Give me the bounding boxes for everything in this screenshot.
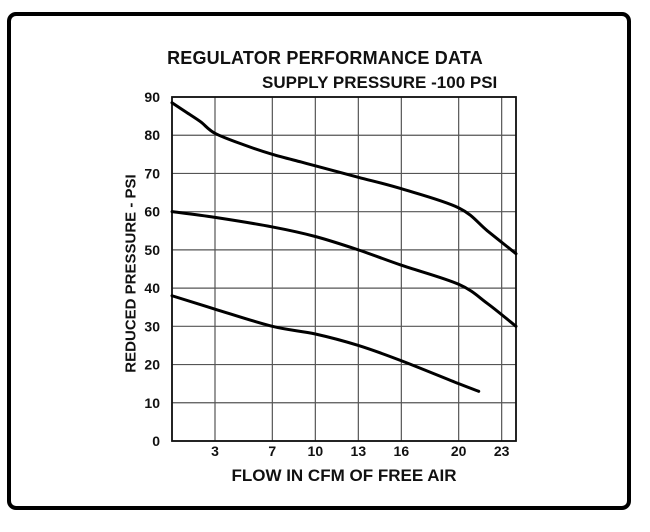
y-tick-label: 10 bbox=[144, 395, 160, 411]
x-tick-label: 16 bbox=[394, 443, 410, 459]
x-tick-label: 13 bbox=[351, 443, 367, 459]
y-tick-label: 0 bbox=[152, 433, 160, 449]
x-tick-label: 10 bbox=[308, 443, 324, 459]
y-tick-label: 60 bbox=[144, 204, 160, 220]
y-tick-label: 80 bbox=[144, 127, 160, 143]
y-tick-label: 70 bbox=[144, 165, 160, 181]
chart-subtitle: SUPPLY PRESSURE -100 PSI bbox=[262, 73, 498, 92]
plot-border bbox=[171, 96, 517, 442]
x-axis-label: FLOW IN CFM OF FREE AIR bbox=[231, 466, 457, 485]
x-tick-label: 3 bbox=[211, 443, 219, 459]
x-tick-label: 7 bbox=[268, 443, 276, 459]
y-tick-label: 20 bbox=[144, 357, 160, 373]
y-tick-label: 90 bbox=[144, 89, 160, 105]
y-tick-label: 50 bbox=[144, 242, 160, 258]
series-line-2 bbox=[170, 210, 518, 328]
y-tick-label: 30 bbox=[144, 318, 160, 334]
chart-frame bbox=[7, 12, 631, 510]
series-line-3 bbox=[170, 294, 481, 393]
y-tick-label: 40 bbox=[144, 280, 160, 296]
chart-title: REGULATOR PERFORMANCE DATA bbox=[167, 48, 483, 68]
x-tick-label: 20 bbox=[451, 443, 467, 459]
series-line-1 bbox=[170, 101, 518, 256]
x-tick-label: 23 bbox=[494, 443, 510, 459]
